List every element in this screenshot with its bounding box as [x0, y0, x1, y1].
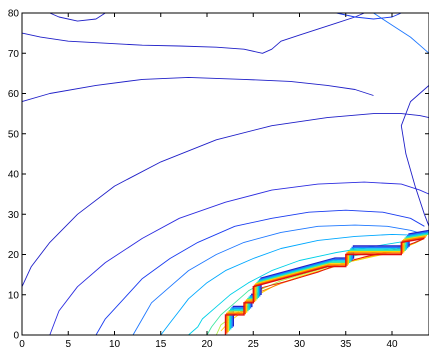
- x-tick-label-0: 0: [19, 339, 25, 350]
- contour-line-16: [49, 12, 106, 22]
- boundary-lines: [224, 229, 429, 335]
- x-tick-label-10: 10: [109, 339, 121, 350]
- y-tick-label-70: 70: [8, 49, 20, 60]
- contour-line-2: [49, 181, 429, 336]
- contour-line-13: [400, 85, 429, 227]
- contour-line-14: [21, 76, 374, 103]
- y-tick-label-80: 80: [8, 9, 20, 20]
- x-tick-label-35: 35: [340, 339, 352, 350]
- x-tick-label-20: 20: [201, 339, 213, 350]
- y-tick-label-60: 60: [8, 89, 20, 100]
- contour-line-15: [21, 12, 365, 54]
- y-tick-label-10: 10: [8, 290, 20, 301]
- contour-line-17: [336, 12, 402, 20]
- y-axis-ticks: 0 10 20 30 40 50 60 70 80: [8, 9, 429, 342]
- contour-line-3: [95, 209, 425, 336]
- x-tick-label-40: 40: [386, 339, 398, 350]
- x-tick-label-25: 25: [248, 339, 260, 350]
- x-tick-label-15: 15: [155, 339, 167, 350]
- contour-line-12: [373, 12, 429, 54]
- contour-line-1: [21, 113, 429, 287]
- y-tick-label-30: 30: [8, 210, 20, 221]
- contour-line-4: [132, 224, 425, 336]
- plot-area: [22, 13, 429, 335]
- x-tick-label-30: 30: [294, 339, 306, 350]
- contour-line-5: [160, 233, 425, 336]
- y-tick-label-50: 50: [8, 129, 20, 140]
- y-tick-label-40: 40: [8, 170, 20, 181]
- y-tick-label-20: 20: [8, 250, 20, 261]
- boundary-band-6: [226, 236, 426, 334]
- x-tick-label-5: 5: [65, 339, 71, 350]
- y-tick-label-0: 0: [13, 331, 19, 342]
- x-axis-ticks: 0 5 10 15 20 25 30 35 40: [19, 13, 398, 350]
- boundary-band-7: [224, 237, 425, 335]
